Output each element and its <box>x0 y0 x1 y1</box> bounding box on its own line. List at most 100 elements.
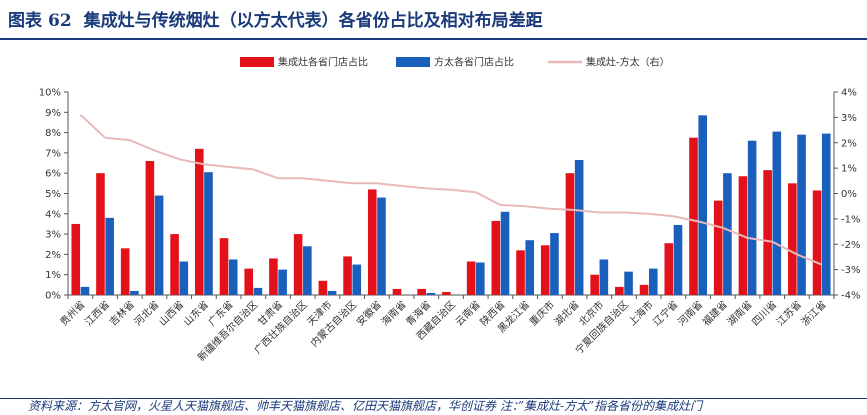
bar-jichengzao <box>689 137 698 295</box>
left-tick-label: 8% <box>45 128 61 139</box>
right-tick-label: 4% <box>841 88 857 99</box>
right-tick-label: 1% <box>841 164 857 175</box>
bar-jichengzao <box>195 148 204 295</box>
bar-fangtai <box>377 197 386 295</box>
bar-fangtai <box>648 268 658 295</box>
category-label: 山东省 <box>181 298 211 328</box>
left-tick-label: 2% <box>45 250 61 261</box>
bar-jichengzao <box>170 234 179 295</box>
category-label: 江西省 <box>82 298 112 328</box>
legend-label: 方太各省门店占比 <box>434 56 514 69</box>
figure-title-text: 集成灶与传统烟灶（以方太代表）各省份占比及相对布局差距 <box>83 11 543 31</box>
bar-jichengzao <box>466 261 476 295</box>
bar-jichengzao <box>664 243 674 295</box>
bar-fangtai <box>797 134 806 295</box>
category-label: 湖北省 <box>551 298 581 328</box>
bar-jichengzao <box>293 234 303 295</box>
category-label: 山西省 <box>156 298 186 328</box>
right-tick-label: -3% <box>841 265 860 276</box>
bar-fangtai <box>772 131 782 295</box>
bar-fangtai <box>253 287 263 295</box>
category-label: 海南省 <box>378 298 408 328</box>
figure-number: 62 <box>48 11 72 31</box>
bar-jichengzao <box>442 291 451 295</box>
category-label: 河南省 <box>675 298 705 328</box>
legend-label: 集成灶各省门店占比 <box>278 56 368 69</box>
legend-label: 集成灶-方太（右） <box>586 56 670 69</box>
chart-legend: 集成灶各省门店占比 方太各省门店占比 集成灶-方太（右） <box>240 56 670 69</box>
category-label: 河北省 <box>131 298 161 328</box>
bar-fangtai <box>599 259 609 295</box>
bar-jichengzao <box>615 286 624 295</box>
bar-fangtai <box>500 211 510 295</box>
bar-jichengzao <box>812 190 822 295</box>
bar-fangtai <box>525 240 535 295</box>
category-label: 贵州省 <box>57 298 87 328</box>
bar-fangtai <box>80 286 90 295</box>
right-tick-label: 2% <box>841 138 857 149</box>
source-note: 资料来源：方太官网，火星人天猫旗舰店、帅丰天猫旗舰店、亿田天猫旗舰店，华创证券 … <box>28 399 703 413</box>
bar-jichengzao <box>219 238 229 295</box>
left-tick-label: 5% <box>45 189 61 200</box>
bar-jichengzao <box>565 173 575 295</box>
bar-fangtai <box>278 269 287 295</box>
category-label: 重庆市 <box>527 298 557 328</box>
bar-jichengzao <box>639 284 649 295</box>
bar-jichengzao <box>244 268 254 295</box>
title-divider <box>0 38 867 40</box>
source-divider <box>0 398 867 399</box>
bar-jichengzao <box>417 288 426 295</box>
bar-jichengzao <box>367 189 377 295</box>
bar-fangtai <box>303 246 312 295</box>
left-tick-label: 0% <box>45 291 61 302</box>
bar-fangtai <box>228 259 238 295</box>
bar-jichengzao <box>71 223 81 295</box>
left-tick-label: 6% <box>45 169 61 180</box>
figure-label: 图表 <box>8 11 42 31</box>
bar-jichengzao <box>392 288 402 295</box>
bar-fangtai <box>352 264 362 295</box>
line-difference <box>79 114 822 266</box>
bar-jichengzao <box>788 183 797 295</box>
category-label: 吉林省 <box>106 298 136 328</box>
bar-jichengzao <box>343 256 352 295</box>
category-label: 云南省 <box>452 298 482 328</box>
right-tick-label: 0% <box>841 189 857 200</box>
bar-fangtai <box>698 115 707 295</box>
bar-fangtai <box>624 271 633 295</box>
bar-jichengzao <box>763 170 772 295</box>
right-tick-label: -4% <box>841 291 860 302</box>
category-label: 安徽省 <box>354 298 384 328</box>
bar-fangtai <box>204 172 213 295</box>
bar-fangtai <box>476 262 485 295</box>
bar-jichengzao <box>516 250 525 295</box>
bar-fangtai <box>747 140 757 295</box>
left-tick-label: 1% <box>45 270 61 281</box>
category-label: 上海市 <box>625 298 655 328</box>
legend-swatch <box>396 57 430 67</box>
bar-fangtai <box>154 195 164 295</box>
figure-title: 图表 62 集成灶与传统烟灶（以方太代表）各省份占比及相对布局差距 <box>8 6 863 36</box>
bar-jichengzao <box>145 161 155 295</box>
category-labels: 贵州省江西省吉林省河北省山西省山东省广东省新疆维吾尔自治区甘肃省广西壮族自治区天… <box>57 298 829 364</box>
bar-fangtai <box>574 160 584 295</box>
bar-fangtai <box>130 290 139 295</box>
right-tick-label: -1% <box>841 214 860 225</box>
left-tick-label: 9% <box>45 108 61 119</box>
left-tick-label: 7% <box>45 148 61 159</box>
category-label: 浙江省 <box>798 298 828 328</box>
bar-line-chart: 集成灶各省门店占比 方太各省门店占比 集成灶-方太（右） 0% 1% 2% 3% 4% 5% 6… <box>39 56 861 364</box>
bar-jichengzao <box>120 248 130 295</box>
right-tick-label: -2% <box>841 240 860 251</box>
bar-fangtai <box>550 233 559 295</box>
category-label: 辽宁省 <box>650 298 680 328</box>
bar-fangtai <box>673 224 683 295</box>
category-label: 四川省 <box>749 298 779 328</box>
bar-fangtai <box>179 261 189 295</box>
chart-line <box>79 114 822 266</box>
category-label: 江苏省 <box>774 298 804 328</box>
bar-jichengzao <box>318 280 328 295</box>
bar-jichengzao <box>590 274 599 295</box>
bar-fangtai <box>821 133 831 295</box>
legend-swatch <box>240 57 274 67</box>
